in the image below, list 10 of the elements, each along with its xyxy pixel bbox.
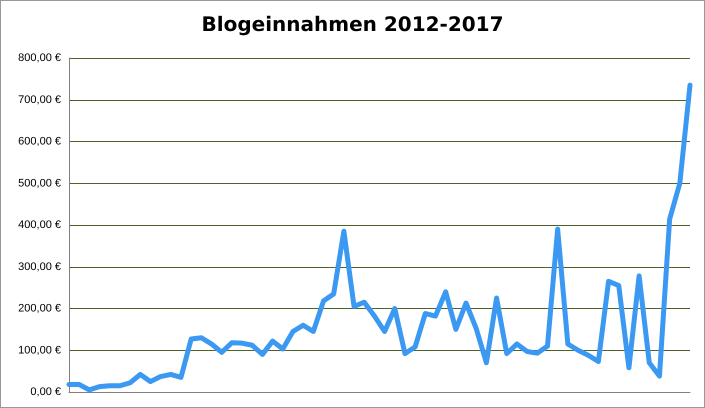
y-tick-label: 600,00 € (18, 136, 61, 148)
y-tick-label: 700,00 € (18, 94, 61, 106)
y-tick-label: 200,00 € (18, 302, 61, 314)
y-tick-label: 300,00 € (18, 260, 61, 273)
y-tick-label: 0,00 € (30, 386, 61, 398)
y-tick-label: 400,00 € (18, 219, 61, 231)
y-tick-label: 500,00 € (18, 177, 61, 190)
chart-title: Blogeinnahmen 2012-2017 (201, 12, 504, 36)
y-tick-label: 100,00 € (18, 344, 61, 356)
y-tick-label: 800,00 € (18, 52, 61, 64)
